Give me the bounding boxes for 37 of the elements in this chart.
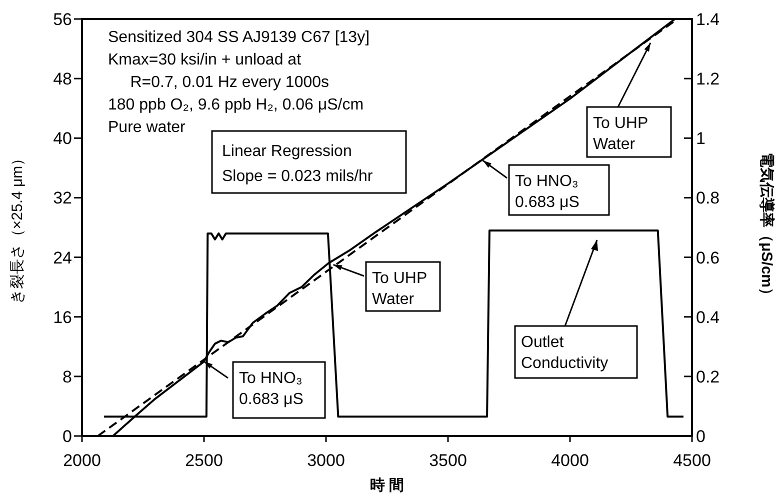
y2-tick-label: 1.2 [696,70,720,89]
y-tick-label: 40 [53,129,72,148]
annotation: Outlet Conductivity [514,240,638,379]
annotation: To UHP Water [586,42,672,158]
x-tick-label: 2500 [185,451,223,470]
y-tick-label: 32 [53,188,72,208]
annotation: To HNO₃ 0.683 μS [204,360,326,419]
annotation: To UHP Water [333,261,441,312]
annotation: Linear Regression Slope = 0.023 mils/hr [222,143,374,185]
y2-tick-label: 0.2 [696,367,720,386]
annotation: Linear Regression Slope = 0.023 mils/hr [211,130,407,194]
y2-tick-label: 0.6 [696,248,720,268]
x-tick-label: 2000 [63,451,101,470]
annotation: To UHP Water [372,270,428,308]
y-axis-title: き裂長さ（×25.4 μm） [9,150,26,304]
annotation: To HNO₃ 0.683 μS [239,370,304,408]
y-tick-label: 48 [53,70,72,89]
x-tick-label: 4000 [551,451,589,470]
y2-axis-title: 電気伝導率（μS/cm） [758,152,776,303]
x-tick-label: 3500 [429,451,467,470]
annotation: Outlet Conductivity [521,334,608,372]
y2-tick-label: 0.8 [696,188,720,208]
y-tick-label: 24 [53,248,72,268]
y2-tick-label: 1.4 [696,10,720,29]
y-tick-label: 16 [53,308,72,327]
annotation: To HNO₃ 0.683 μS [482,160,610,216]
x-tick-label: 3000 [307,451,345,470]
y-tick-label: 0 [62,427,72,446]
y2-tick-label: 0.4 [696,308,720,327]
y2-tick-label: 0 [696,427,706,446]
y-tick-label: 56 [53,10,72,29]
x-axis-title: 時 間 [370,477,404,494]
y-tick-label: 8 [62,367,72,386]
annotation: To HNO₃ 0.683 μS [515,173,580,211]
y2-tick-label: 1 [696,129,706,148]
annotation: To UHP Water [593,115,648,153]
x-tick-label: 4500 [673,451,711,470]
